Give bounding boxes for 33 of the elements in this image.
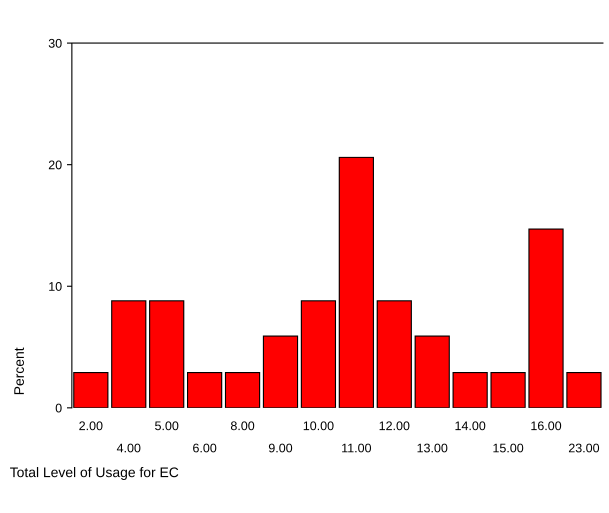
x-tick-label: 15.00	[493, 444, 524, 452]
y-axis-title: Percent	[14, 348, 24, 394]
y-tick-label: 30	[48, 38, 62, 48]
x-axis-title: Total Level of Usage for EC	[10, 467, 178, 480]
bar	[452, 372, 488, 408]
bar	[111, 300, 146, 408]
x-tick-label: 14.00	[455, 421, 486, 430]
x-tick-label: 16.00	[531, 421, 562, 430]
x-tick-label: 12.00	[380, 421, 410, 430]
x-tick-label: 23.00	[568, 444, 600, 452]
bar	[338, 156, 374, 408]
bar	[149, 300, 184, 408]
bar	[187, 372, 222, 408]
x-tick-label: 5.00	[155, 421, 178, 430]
x-tick-label: 10.00	[304, 421, 334, 430]
x-tick-label: 8.00	[230, 421, 254, 430]
x-tick-label: 6.00	[193, 444, 216, 452]
bar	[300, 300, 336, 408]
y-tick-label: 10	[49, 282, 62, 291]
x-tick-label: 4.00	[116, 444, 140, 452]
bar	[566, 372, 602, 408]
y-tick-label: 20	[48, 160, 62, 170]
x-tick-label: 9.00	[268, 444, 292, 452]
bar	[376, 300, 412, 408]
bar	[490, 372, 526, 408]
bar	[262, 336, 298, 408]
bar	[224, 372, 260, 408]
bar	[528, 228, 564, 408]
y-tick-label: 0	[56, 404, 62, 412]
x-tick-label: 13.00	[418, 444, 448, 452]
x-tick-label: 2.00	[79, 421, 103, 430]
bar	[414, 336, 450, 408]
x-tick-label: 11.00	[342, 444, 372, 452]
